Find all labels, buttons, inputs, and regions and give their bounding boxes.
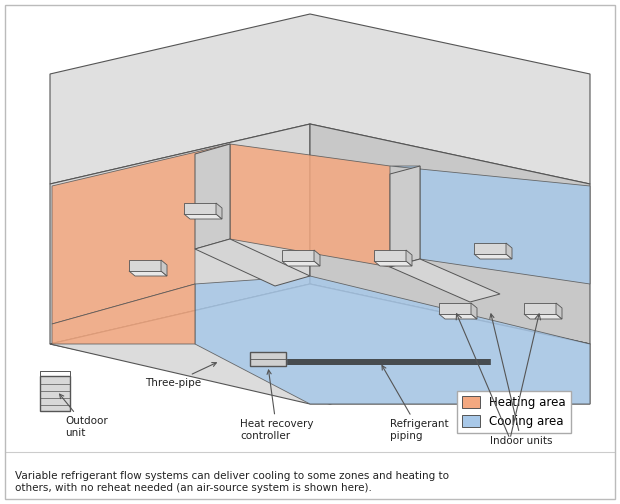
- Polygon shape: [406, 250, 412, 266]
- Polygon shape: [40, 376, 70, 411]
- Polygon shape: [390, 166, 590, 284]
- Polygon shape: [310, 124, 590, 344]
- Polygon shape: [230, 144, 390, 267]
- Polygon shape: [474, 254, 512, 259]
- Polygon shape: [50, 14, 590, 184]
- Polygon shape: [216, 203, 222, 219]
- Polygon shape: [314, 250, 320, 266]
- Polygon shape: [524, 303, 556, 314]
- Polygon shape: [556, 303, 562, 319]
- Polygon shape: [195, 144, 230, 249]
- Polygon shape: [50, 124, 310, 344]
- Polygon shape: [195, 276, 590, 404]
- Polygon shape: [129, 271, 167, 276]
- Polygon shape: [129, 260, 161, 271]
- Text: Three-pipe: Three-pipe: [145, 362, 216, 388]
- Polygon shape: [50, 284, 590, 404]
- Polygon shape: [374, 250, 406, 261]
- Polygon shape: [250, 352, 286, 366]
- Polygon shape: [439, 314, 477, 319]
- Text: Refrigerant
piping: Refrigerant piping: [382, 365, 449, 441]
- Polygon shape: [282, 261, 320, 266]
- Polygon shape: [282, 250, 314, 261]
- Polygon shape: [524, 314, 562, 319]
- Polygon shape: [471, 303, 477, 319]
- Polygon shape: [506, 243, 512, 259]
- Polygon shape: [390, 259, 500, 302]
- Polygon shape: [184, 214, 222, 219]
- Polygon shape: [161, 260, 167, 276]
- Polygon shape: [390, 166, 420, 267]
- Polygon shape: [184, 203, 216, 214]
- Text: Heat recovery
controller: Heat recovery controller: [240, 370, 314, 441]
- Polygon shape: [52, 144, 230, 324]
- Legend: Heating area, Cooling area: Heating area, Cooling area: [458, 391, 570, 432]
- Text: Outdoor
unit: Outdoor unit: [60, 394, 108, 438]
- Polygon shape: [439, 303, 471, 314]
- Text: Indoor units: Indoor units: [490, 314, 552, 446]
- Polygon shape: [52, 284, 195, 344]
- Polygon shape: [50, 284, 590, 404]
- Text: Variable refrigerant flow systems can deliver cooling to some zones and heating : Variable refrigerant flow systems can de…: [15, 471, 449, 493]
- Polygon shape: [474, 243, 506, 254]
- Polygon shape: [374, 261, 412, 266]
- Polygon shape: [195, 239, 310, 286]
